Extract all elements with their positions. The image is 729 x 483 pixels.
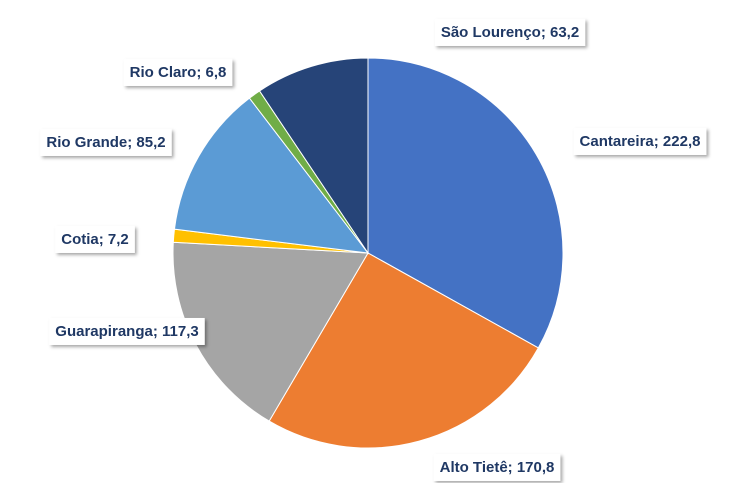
label-box bbox=[573, 127, 707, 155]
label-box bbox=[49, 317, 205, 345]
label-box bbox=[434, 18, 586, 46]
pie-slice bbox=[268, 252, 540, 449]
data-label: Guarapiranga; 117,3 bbox=[55, 323, 198, 340]
pie-slice bbox=[367, 57, 564, 349]
pie-slice bbox=[258, 57, 369, 255]
data-label: Cotia; 7,2 bbox=[61, 231, 129, 248]
data-label: Rio Claro; 6,8 bbox=[130, 64, 227, 81]
data-label: Alto Tietê; 170,8 bbox=[440, 459, 555, 476]
data-label: São Lourenço; 63,2 bbox=[441, 24, 579, 41]
label-box bbox=[55, 225, 135, 253]
data-label: Cantareira; 222,8 bbox=[580, 133, 701, 150]
data-labels: Cantareira; 222,8 Alto Tietê; 170,8 Guarap… bbox=[40, 18, 707, 481]
pie bbox=[172, 57, 564, 449]
label-box bbox=[40, 128, 172, 156]
data-label: Rio Grande; 85,2 bbox=[46, 134, 165, 151]
label-box bbox=[123, 58, 233, 86]
label-box bbox=[433, 453, 561, 481]
pie-slice bbox=[173, 97, 370, 254]
pie-slice bbox=[172, 241, 369, 422]
